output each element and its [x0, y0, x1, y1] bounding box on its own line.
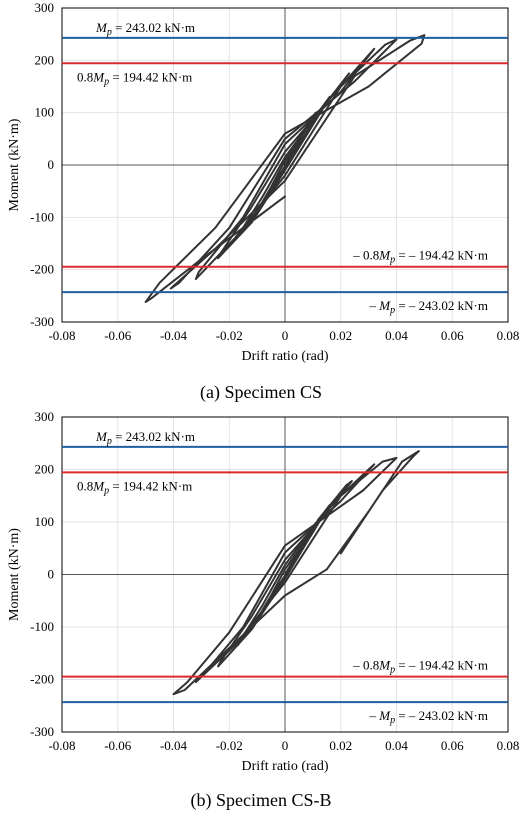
x-tick-label: -0.08 — [48, 328, 75, 343]
reference-line-label: Mp = 243.02 kN·m — [95, 429, 195, 447]
hysteresis-loop-4 — [194, 47, 376, 281]
y-tick-label: -100 — [30, 209, 54, 224]
hysteresis-loop-3 — [217, 72, 351, 260]
y-tick-label: -200 — [30, 262, 54, 277]
y-tick-label: 0 — [48, 567, 55, 582]
hysteresis-loop-4 — [194, 463, 376, 684]
x-tick-label: 0 — [282, 328, 289, 343]
hysteresis-loop-5 — [169, 38, 398, 290]
x-tick-label: 0.02 — [329, 738, 352, 753]
x-tick-label: -0.06 — [104, 328, 132, 343]
y-axis-label: Moment (kN·m) — [7, 118, 22, 211]
y-tick-label: -100 — [30, 619, 54, 634]
y-tick-label: 300 — [35, 409, 55, 424]
reference-line-label: – Mp = – 243.02 kN·m — [368, 298, 488, 316]
reference-line-label: 0.8Mp = 194.42 kN·m — [77, 478, 192, 496]
x-tick-label: 0.06 — [441, 328, 464, 343]
y-tick-label: -300 — [30, 314, 54, 329]
x-tick-label: 0.06 — [441, 738, 464, 753]
x-tick-label: -0.04 — [160, 738, 188, 753]
x-axis-label: Drift ratio (rad) — [241, 759, 328, 774]
chart-panel-a: Mp = 243.02 kN·m 0.8Mp = 194.42 kN·m – 0.8… — [7, 0, 519, 403]
y-tick-label: 300 — [35, 0, 55, 15]
chart-panel-b: Mp = 243.02 kN·m 0.8Mp = 194.42 kN·m – 0.8… — [7, 409, 519, 811]
hysteresis-loop-3 — [217, 480, 353, 668]
x-tick-label: 0.04 — [385, 328, 408, 343]
x-tick-label: -0.04 — [160, 328, 188, 343]
reference-line-label: 0.8Mp = 194.42 kN·m — [77, 69, 192, 87]
reference-line-label: Mp = 243.02 kN·m — [95, 20, 195, 38]
x-tick-label: -0.08 — [48, 738, 75, 753]
plot-frame — [61, 7, 509, 323]
x-tick-label: -0.02 — [216, 328, 243, 343]
reference-line-label: – 0.8Mp = – 194.42 kN·m — [352, 658, 488, 676]
hysteresis-loop-5 — [172, 456, 398, 696]
y-tick-label: 0 — [48, 157, 55, 172]
panel-caption: (a) Specimen CS — [200, 382, 322, 403]
panel-caption: (b) Specimen CS-B — [191, 790, 332, 811]
hysteresis-loop-6 — [144, 34, 426, 304]
x-axis-label: Drift ratio (rad) — [241, 349, 328, 364]
plot-frame — [61, 416, 509, 733]
y-tick-label: 100 — [35, 514, 55, 529]
y-tick-label: 200 — [35, 52, 55, 67]
x-tick-label: 0.04 — [385, 738, 408, 753]
x-tick-label: 0.08 — [497, 738, 520, 753]
y-tick-label: -300 — [30, 724, 54, 739]
x-tick-label: 0.02 — [329, 328, 352, 343]
x-tick-label: 0.08 — [497, 328, 520, 343]
y-tick-label: 100 — [35, 105, 55, 120]
x-tick-label: -0.06 — [104, 738, 132, 753]
y-tick-label: 200 — [35, 462, 55, 477]
hysteresis-loop-6 — [325, 450, 420, 571]
x-tick-label: -0.02 — [216, 738, 243, 753]
y-tick-label: -200 — [30, 672, 54, 687]
reference-line-label: – 0.8Mp = – 194.42 kN·m — [352, 248, 488, 266]
reference-line-label: – Mp = – 243.02 kN·m — [368, 708, 488, 726]
x-tick-label: 0 — [282, 738, 289, 753]
y-axis-label: Moment (kN·m) — [7, 528, 22, 621]
